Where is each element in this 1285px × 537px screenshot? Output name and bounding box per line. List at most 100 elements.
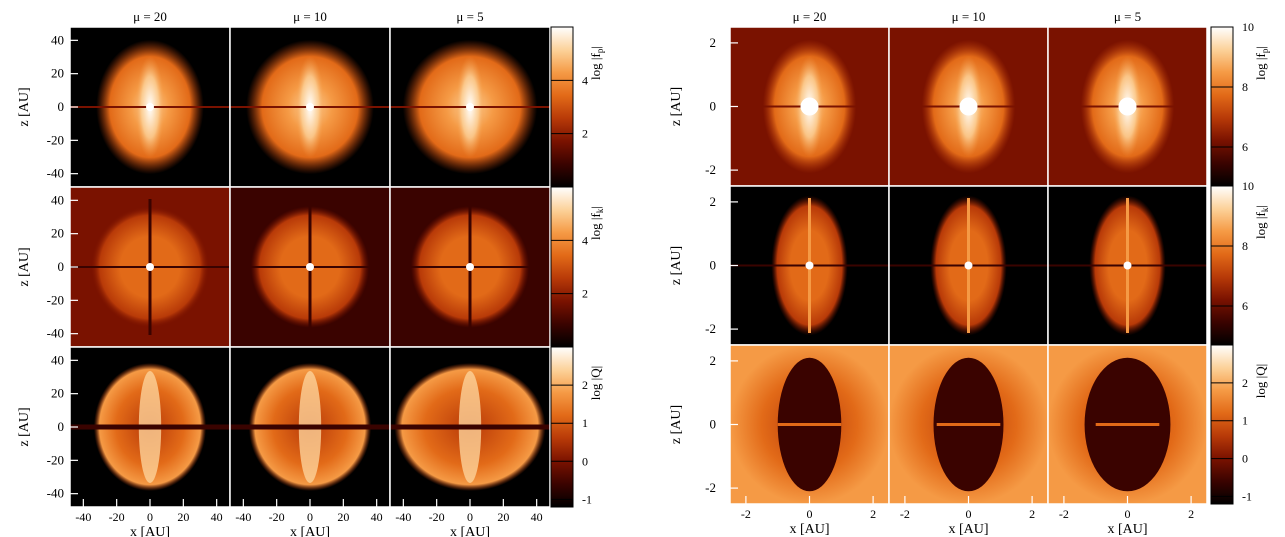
y-tick-label: 2 [710,194,717,209]
x-tick-label: 2 [870,507,876,521]
x-tick-label: 0 [807,507,813,521]
y-tick-label: 0 [710,417,717,432]
central-star [800,97,819,116]
heatmap-panel [230,187,390,347]
heatmap-panel [889,345,1048,504]
x-tick-label: 40 [531,510,543,524]
y-tick-label: -2 [705,480,716,495]
x-tick-label: -20 [269,510,285,524]
central-star [1118,97,1137,116]
x-tick-label: -40 [395,510,411,524]
colorbar-tick-label: 6 [1242,140,1248,154]
colorbar-tick-label: 10 [1242,179,1254,193]
y-tick-label: 20 [51,66,64,81]
column-title: μ = 10 [952,9,986,24]
colorbar-tick-label: 8 [1242,239,1248,253]
colorbar-tick-label: 1 [1242,414,1248,428]
x-tick-label: -20 [109,510,125,524]
colorbar-label: log |Q| [588,366,603,400]
column-title: μ = 5 [1114,9,1141,24]
central-star [466,263,474,271]
y-axis-label: z [AU] [17,87,32,126]
x-tick-label: -2 [900,507,910,521]
colorbar-tick-label: -1 [582,492,592,506]
heatmap-panel [1048,186,1207,345]
colorbar-tick-label: 2 [1242,376,1248,390]
colorbar-tick-label: -1 [1242,489,1252,503]
y-tick-label: 0 [710,99,717,114]
y-tick-label: -40 [47,166,64,181]
y-axis-label: z [AU] [669,246,684,285]
x-tick-label: 20 [177,510,189,524]
y-axis-label: z [AU] [17,247,32,286]
x-tick-label: -40 [75,510,91,524]
central-star [146,103,154,111]
colorbar-tick-label: 10 [1242,20,1254,34]
central-star [1123,261,1132,270]
y-tick-label: -2 [705,162,716,177]
heatmap-panel [390,347,550,507]
colorbar-tick-label: 0 [1242,452,1248,466]
column-title: μ = 20 [133,9,167,24]
y-tick-label: 20 [51,386,64,401]
y-tick-label: 2 [710,35,717,50]
colorbar-label: log |fp| [1253,46,1270,80]
x-tick-label: 20 [337,510,349,524]
y-tick-label: 20 [51,226,64,241]
y-axis-label: z [AU] [669,405,684,444]
y-tick-label: 0 [58,419,65,434]
heatmap-panel [889,186,1048,345]
central-star [964,261,973,270]
colorbar-tick-label: 4 [582,233,588,247]
heatmap-panel [230,347,390,507]
heatmap-panel [730,27,889,186]
central-star [959,97,978,116]
heatmap-panel [390,27,550,187]
x-axis-label: x [AU] [948,522,988,537]
x-tick-label: -2 [741,507,751,521]
colorbar-label: log |fk| [1253,205,1270,239]
colorbar-tick-label: 2 [582,127,588,141]
x-tick-label: 20 [497,510,509,524]
colorbar-tick-label: 4 [582,73,588,87]
colorbar-tick-label: 0 [582,454,588,468]
y-tick-label: 0 [58,99,65,114]
central-star [466,103,474,111]
heatmap-panel [230,27,390,187]
x-tick-label: 2 [1029,507,1035,521]
colorbar-label: log |fp| [588,46,605,80]
heatmap-panel [390,187,550,347]
x-tick-label: 0 [966,507,972,521]
central-star [306,263,314,271]
colorbar-tick-label: 2 [582,287,588,301]
y-tick-label: 2 [710,353,717,368]
colorbar [1210,344,1234,505]
x-axis-label: x [AU] [130,525,170,537]
heatmap-panel [889,27,1048,186]
heatmap-panel [70,347,230,507]
column-title: μ = 10 [293,9,327,24]
central-star [805,261,814,270]
colorbar [1210,26,1234,187]
colorbar-label: log |fk| [588,206,605,240]
heatmap-panel [730,345,889,504]
y-tick-label: 40 [51,192,64,207]
y-tick-label: 40 [51,352,64,367]
colorbar-tick-label: 2 [582,378,588,392]
y-axis-label: z [AU] [17,407,32,446]
y-tick-label: 0 [710,258,717,273]
y-axis-label: z [AU] [669,87,684,126]
y-tick-label: -20 [47,452,64,467]
x-tick-label: 2 [1188,507,1194,521]
x-tick-label: 0 [307,510,313,524]
y-tick-label: -2 [705,321,716,336]
x-axis-label: x [AU] [789,522,829,537]
colorbar [1210,185,1234,346]
y-tick-label: -20 [47,132,64,147]
x-tick-label: 0 [1125,507,1131,521]
column-title: μ = 20 [793,9,827,24]
colorbar-tick-label: 6 [1242,299,1248,313]
heatmap-panel [730,186,889,345]
x-tick-label: -2 [1059,507,1069,521]
